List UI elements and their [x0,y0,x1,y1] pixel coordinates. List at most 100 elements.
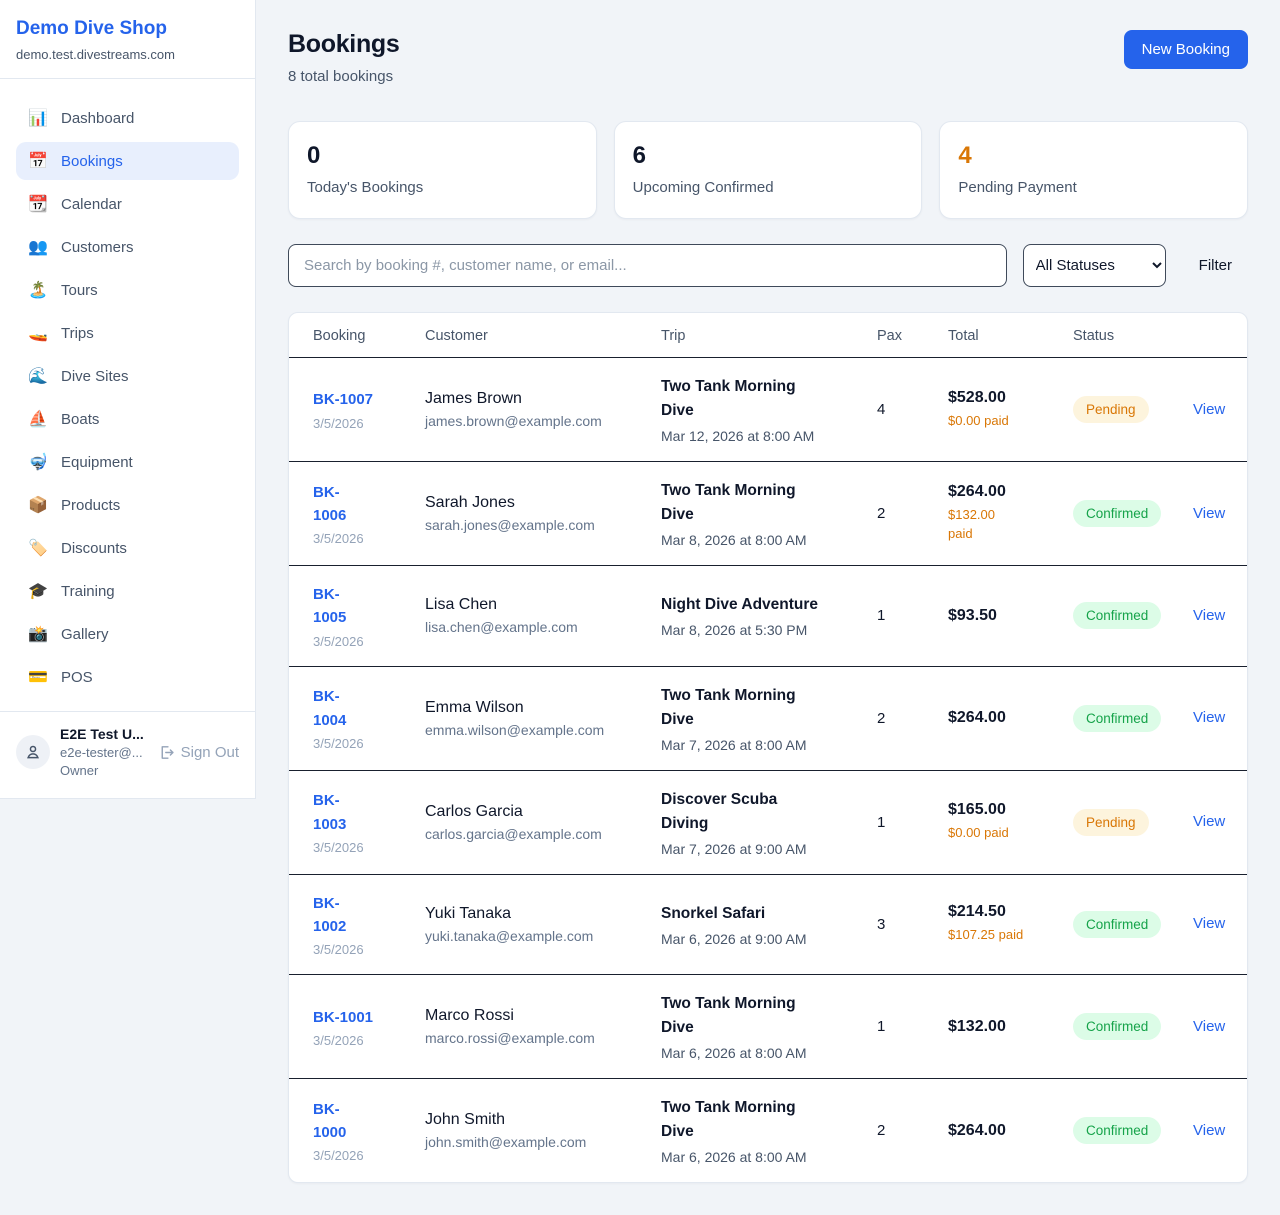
customer-name: Marco Rossi [425,1007,514,1025]
total-amount: $214.50 [948,903,1006,921]
sidebar-item-gallery[interactable]: 📸 Gallery [16,615,239,653]
view-link[interactable]: View [1193,1121,1226,1139]
booking-id-link[interactable]: BK-1001 [313,1008,374,1026]
column-header-actions [1193,328,1223,344]
paid-amount: $0.00 paid [948,412,1009,428]
total-amount: $528.00 [948,388,1006,406]
booking-cell: BK- 1002 3/5/2026 [313,892,425,958]
nav-icon: 💳 [28,669,48,686]
sidebar-nav: 📊 Dashboard 📅 Bookings 📆 Calendar 👥 Cust… [0,79,255,711]
stat-card-todays-bookings: 0 Today's Bookings [288,121,597,219]
nav-icon: 🏷️ [28,540,48,557]
sidebar-item-equipment[interactable]: 🤿 Equipment [16,443,239,481]
status-select[interactable]: All Statuses [1022,244,1166,287]
sidebar-item-boats[interactable]: ⛵ Boats [16,400,239,438]
view-link[interactable]: View [1193,915,1226,933]
view-link[interactable]: View [1193,813,1226,831]
view-link[interactable]: View [1193,606,1226,624]
view-link[interactable]: View [1193,709,1226,727]
user-icon [27,745,39,759]
sidebar-item-dashboard[interactable]: 📊 Dashboard [16,99,239,137]
table-row: BK- 1006 3/5/2026 Sarah Jones sarah.jone… [289,462,1247,567]
status-badge: Confirmed [1073,910,1162,938]
booking-id-link[interactable]: BK- 1004 [313,688,347,729]
booking-id-link[interactable]: BK- 1005 [313,586,347,627]
total-amount: $264.00 [948,483,1006,501]
actions-cell: View [1193,505,1241,523]
sidebar-item-customers[interactable]: 👥 Customers [16,228,239,266]
user-panel: E2E Test U... e2e-tester@... Owner Sign … [0,711,255,798]
page-subtitle: 8 total bookings [288,68,394,85]
status-cell: Confirmed [1073,1117,1193,1145]
sidebar-item-products[interactable]: 📦 Products [16,486,239,524]
booking-id-link[interactable]: BK- 1000 [313,1100,347,1142]
actions-cell: View [1193,607,1241,625]
trip-datetime: Mar 6, 2026 at 9:00 AM [661,930,807,947]
sidebar-item-bookings[interactable]: 📅 Bookings [16,142,239,180]
customer-cell: Sarah Jones sarah.jones@example.com [425,494,661,533]
logout-icon [161,745,174,759]
booking-cell: BK- 1004 3/5/2026 [313,685,425,751]
booking-id-link[interactable]: BK- 1003 [313,792,347,833]
trip-name: Discover Scuba Diving [661,790,778,832]
nav-icon: 📊 [28,110,48,127]
paid-amount: $107.25 paid [948,927,1024,943]
user-name: E2E Test U... [60,726,144,742]
user-role: Owner [60,763,99,778]
sidebar-item-pos[interactable]: 💳 POS [16,658,239,696]
status-badge: Pending [1073,396,1149,424]
status-badge: Confirmed [1073,704,1162,732]
trip-name: Two Tank Morning Dive [661,482,796,524]
nav-icon: 🏝️ [28,282,48,299]
actions-cell: View [1193,915,1241,933]
view-link[interactable]: View [1193,1017,1226,1035]
sidebar-item-discounts[interactable]: 🏷️ Discounts [16,529,239,567]
paid-amount: $132.00 paid [948,507,995,542]
sidebar-item-dive-sites[interactable]: 🌊 Dive Sites [16,357,239,395]
sign-out-button[interactable]: Sign Out [158,744,239,761]
status-cell: Pending [1073,808,1193,836]
booking-id-link[interactable]: BK- 1002 [313,894,347,935]
new-booking-button[interactable]: New Booking [1123,30,1248,69]
trip-cell: Two Tank Morning Dive Mar 7, 2026 at 8:0… [661,684,877,753]
nav-icon: 📦 [28,497,48,514]
booking-created-date: 3/5/2026 [313,633,364,649]
user-email: e2e-tester@... [60,745,143,760]
column-header-trip: Trip [661,328,686,344]
view-link[interactable]: View [1193,504,1226,522]
page-title: Bookings [288,30,400,58]
customer-name: Yuki Tanaka [425,904,511,922]
booking-cell: BK- 1003 3/5/2026 [313,789,425,855]
nav-icon: 📅 [28,153,48,170]
status-cell: Confirmed [1073,602,1193,630]
actions-cell: View [1193,1018,1241,1036]
pax-count: 1 [877,1018,886,1036]
table-row: BK- 1004 3/5/2026 Emma Wilson emma.wilso… [289,667,1247,771]
trip-cell: Snorkel Safari Mar 6, 2026 at 9:00 AM [661,902,877,947]
search-input[interactable] [288,244,1007,287]
customer-name: Lisa Chen [425,596,498,614]
total-amount: $264.00 [948,709,1006,727]
trip-cell: Discover Scuba Diving Mar 7, 2026 at 9:0… [661,788,877,857]
total-amount: $93.50 [948,606,997,624]
table-row: BK- 1003 3/5/2026 Carlos Garcia carlos.g… [289,771,1247,875]
trip-cell: Two Tank Morning Dive Mar 6, 2026 at 8:0… [661,992,877,1061]
sidebar-item-label: Trips [61,324,94,342]
sidebar-item-label: Dive Sites [61,367,129,385]
filter-label[interactable]: Filter [1198,257,1232,274]
sidebar-item-trips[interactable]: 🚤 Trips [16,314,239,352]
sidebar-item-tours[interactable]: 🏝️ Tours [16,271,239,309]
booking-created-date: 3/5/2026 [313,531,364,547]
bookings-table: Booking Customer Trip Pax Total Status B… [288,312,1248,1184]
stat-value: 4 [958,142,972,169]
sidebar-item-calendar[interactable]: 📆 Calendar [16,185,239,223]
booking-created-date: 3/5/2026 [313,1148,364,1164]
sidebar-item-label: Boats [61,410,100,428]
table-row: BK- 1000 3/5/2026 John Smith john.smith@… [289,1079,1247,1182]
view-link[interactable]: View [1193,400,1226,418]
booking-id-link[interactable]: BK- 1006 [313,483,347,525]
trip-name: Night Dive Adventure [661,596,819,614]
booking-id-link[interactable]: BK-1007 [313,391,374,409]
sidebar-item-training[interactable]: 🎓 Training [16,572,239,610]
avatar [16,735,50,769]
